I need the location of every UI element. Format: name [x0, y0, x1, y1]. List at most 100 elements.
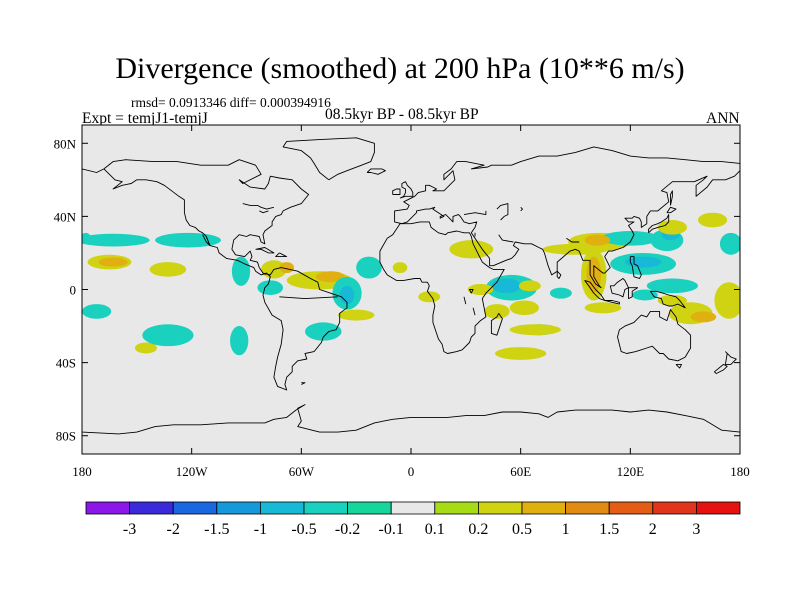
x-tick-label: 180: [730, 464, 750, 479]
season-text: ANN: [706, 110, 740, 127]
anomaly-region: [82, 232, 92, 244]
coastline: [617, 309, 692, 362]
colorbar-swatch: [347, 501, 392, 515]
anomaly-region: [142, 324, 194, 347]
colorbar-swatch: [172, 501, 218, 515]
y-tick-label: 40S: [56, 356, 76, 371]
anomaly-region: [518, 280, 541, 292]
coastline: [279, 296, 338, 300]
coastline: [259, 210, 269, 214]
anomaly-region: [315, 271, 346, 283]
experiment-text: Expt = temjJ1-temjJ: [82, 110, 208, 127]
x-tick-label: 120E: [617, 464, 645, 479]
anomaly-region: [584, 302, 622, 314]
anomaly-region: [491, 278, 521, 294]
coastline: [496, 203, 509, 221]
colorbar-label: 1.5: [599, 521, 619, 538]
anomaly-region: [392, 262, 408, 274]
colorbar-swatch: [390, 501, 436, 515]
coastline: [366, 168, 386, 175]
coastline: [556, 270, 562, 279]
coastline: [255, 247, 275, 254]
coastline: [604, 300, 620, 305]
anomaly-region: [356, 256, 382, 279]
colorbar-swatch: [434, 501, 479, 515]
anomaly-region: [584, 234, 611, 246]
x-tick-label: 120W: [176, 464, 209, 479]
colorbar-swatch: [477, 501, 523, 515]
anomaly-layer: [82, 212, 740, 360]
anomaly-region: [549, 287, 572, 299]
anomaly-region: [495, 347, 547, 360]
anomaly-region: [230, 326, 249, 356]
colorbar-swatch: [85, 501, 130, 515]
y-tick-label: 40N: [54, 209, 77, 224]
anomaly-region: [509, 324, 561, 336]
stats-text: rmsd= 0.0913346 diff= 0.000394916: [131, 95, 331, 110]
coastline: [566, 237, 580, 243]
coastline: [275, 252, 288, 258]
colorbar-label: 2: [649, 521, 657, 538]
colorbar-swatch: [259, 501, 305, 515]
coastline: [103, 159, 348, 391]
colorbar-swatch: [696, 501, 741, 515]
colorbar-swatch: [565, 501, 610, 515]
coastline: [724, 351, 737, 365]
anomaly-region: [149, 262, 187, 277]
anomaly-region: [697, 212, 728, 228]
anomaly-region: [714, 282, 740, 319]
anomaly-region: [98, 257, 128, 267]
coastline: [463, 210, 487, 216]
coastline: [628, 287, 639, 300]
coastline: [401, 170, 740, 289]
anomaly-region: [82, 304, 112, 319]
colorbar-label: -3: [123, 521, 136, 538]
chart-title: Divergence (smoothed) at 200 hPa (10**6 …: [115, 52, 685, 85]
colorbar-label: -0.1: [379, 521, 404, 538]
coastline: [670, 190, 673, 206]
anomaly-region: [690, 311, 717, 323]
colorbar-label: -2: [167, 521, 180, 538]
colorbar-label: -1: [254, 521, 267, 538]
colorbar-swatch: [608, 501, 654, 515]
coastline: [202, 234, 211, 247]
anomaly-region: [155, 232, 221, 248]
anomaly-region: [484, 304, 510, 319]
anomaly-region: [339, 285, 355, 305]
coastline: [399, 181, 414, 199]
colorbar-label: 0.5: [512, 521, 532, 538]
x-tick-label: 60E: [510, 464, 531, 479]
coastline: [463, 296, 467, 305]
coastline: [520, 206, 523, 212]
coastline: [713, 363, 728, 375]
coastline: [498, 234, 514, 243]
coastline: [394, 146, 740, 225]
colorbar-swatch: [521, 501, 566, 515]
y-tick-label: 0: [70, 283, 77, 298]
anomaly-region: [257, 280, 284, 295]
colorbar: -3 -2 -1.5 -1 -0.5 -0.2 -0.1 0.1 0.2 0.5 1 1.5 2 3: [85, 501, 741, 538]
x-tick-label: 180: [72, 464, 92, 479]
colorbar-label: -1.5: [204, 521, 229, 538]
colorbar-swatch: [216, 501, 261, 515]
colorbar-label: -0.5: [291, 521, 316, 538]
anomaly-region: [418, 291, 441, 303]
period-text: 08.5kyr BP - 08.5kyr BP: [325, 106, 479, 123]
map-background: [82, 125, 740, 454]
colorbar-label: 0.2: [468, 521, 488, 538]
y-tick-label: 80S: [56, 429, 76, 444]
colorbar-label: 1: [562, 521, 570, 538]
colorbar-label: 0.1: [425, 521, 445, 538]
coastline: [648, 214, 670, 234]
coastline-layer: [82, 137, 740, 435]
coastline: [392, 188, 401, 195]
coastline: [629, 256, 642, 279]
colorbar-label: 3: [692, 521, 700, 538]
anomaly-region: [304, 322, 342, 341]
coastline: [282, 137, 375, 181]
anomaly-region: [719, 232, 740, 255]
anomaly-region: [337, 309, 375, 321]
anomaly-region: [82, 233, 150, 247]
coastline: [379, 221, 505, 354]
